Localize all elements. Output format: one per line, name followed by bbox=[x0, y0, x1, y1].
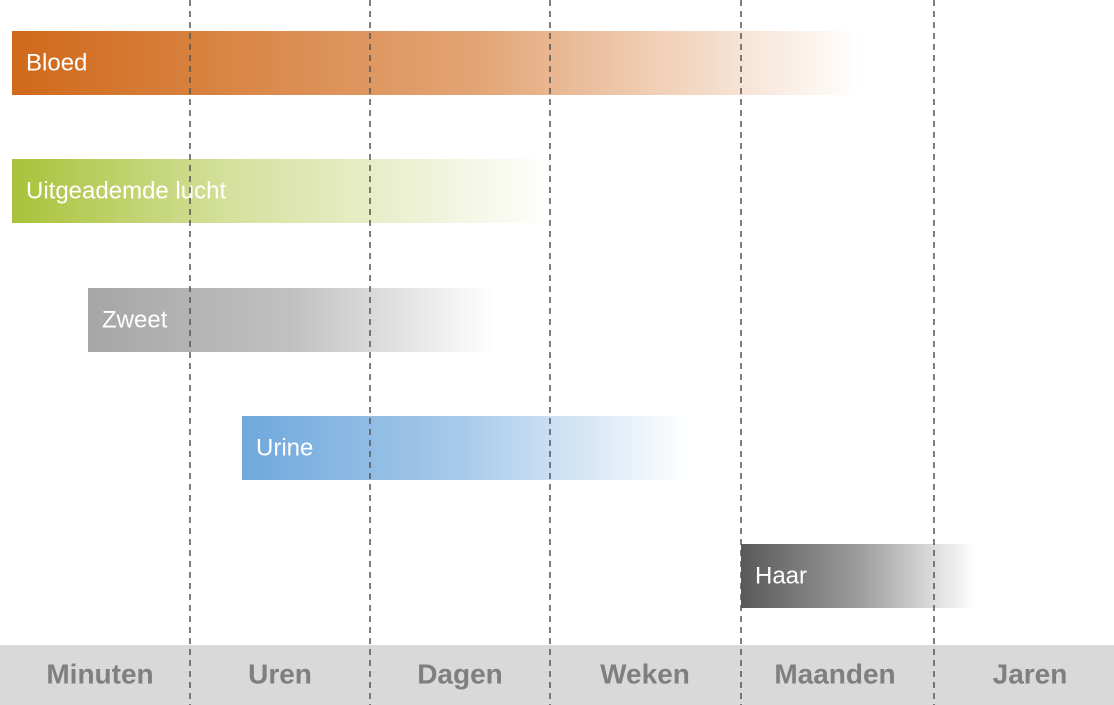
bar bbox=[242, 416, 690, 480]
timescale-band bbox=[0, 645, 1114, 705]
timescale-label: Dagen bbox=[417, 658, 503, 689]
timescale-label: Jaren bbox=[993, 658, 1068, 689]
timescale-label: Minuten bbox=[46, 658, 153, 689]
bar-label: Zweet bbox=[102, 306, 168, 333]
bar-label: Urine bbox=[256, 434, 313, 461]
timescale-label: Weken bbox=[600, 658, 690, 689]
timescale-label: Uren bbox=[248, 658, 312, 689]
bar-label: Haar bbox=[755, 562, 807, 589]
bar-label: Uitgeademde lucht bbox=[26, 177, 226, 204]
bar bbox=[741, 544, 975, 608]
bar bbox=[12, 159, 555, 223]
bar bbox=[12, 31, 860, 95]
timescale-label: Maanden bbox=[774, 658, 895, 689]
bar-label: Bloed bbox=[26, 49, 87, 76]
bar bbox=[88, 288, 495, 352]
